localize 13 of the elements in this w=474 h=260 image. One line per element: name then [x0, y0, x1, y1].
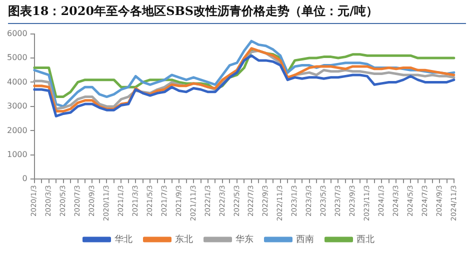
- y-tick-label: 4000: [7, 77, 28, 86]
- y-tick-label: 2000: [7, 126, 28, 135]
- y-tick-label: 6000: [7, 28, 28, 38]
- y-tick-label: 1000: [7, 150, 28, 159]
- legend-label: 东北: [174, 234, 193, 245]
- legend-label: 西北: [356, 234, 374, 245]
- y-tick-label: 0: [22, 174, 28, 184]
- y-tick-label: 3000: [7, 102, 28, 111]
- chart-title: 图表18：2020年至今各地区SBS改性沥青价格走势（单位：元/吨）: [8, 3, 466, 24]
- legend-label: 华东: [235, 234, 254, 245]
- legend-label: 西南: [296, 234, 314, 245]
- legend-label: 华北: [114, 234, 132, 245]
- y-tick-label: 5000: [7, 53, 28, 62]
